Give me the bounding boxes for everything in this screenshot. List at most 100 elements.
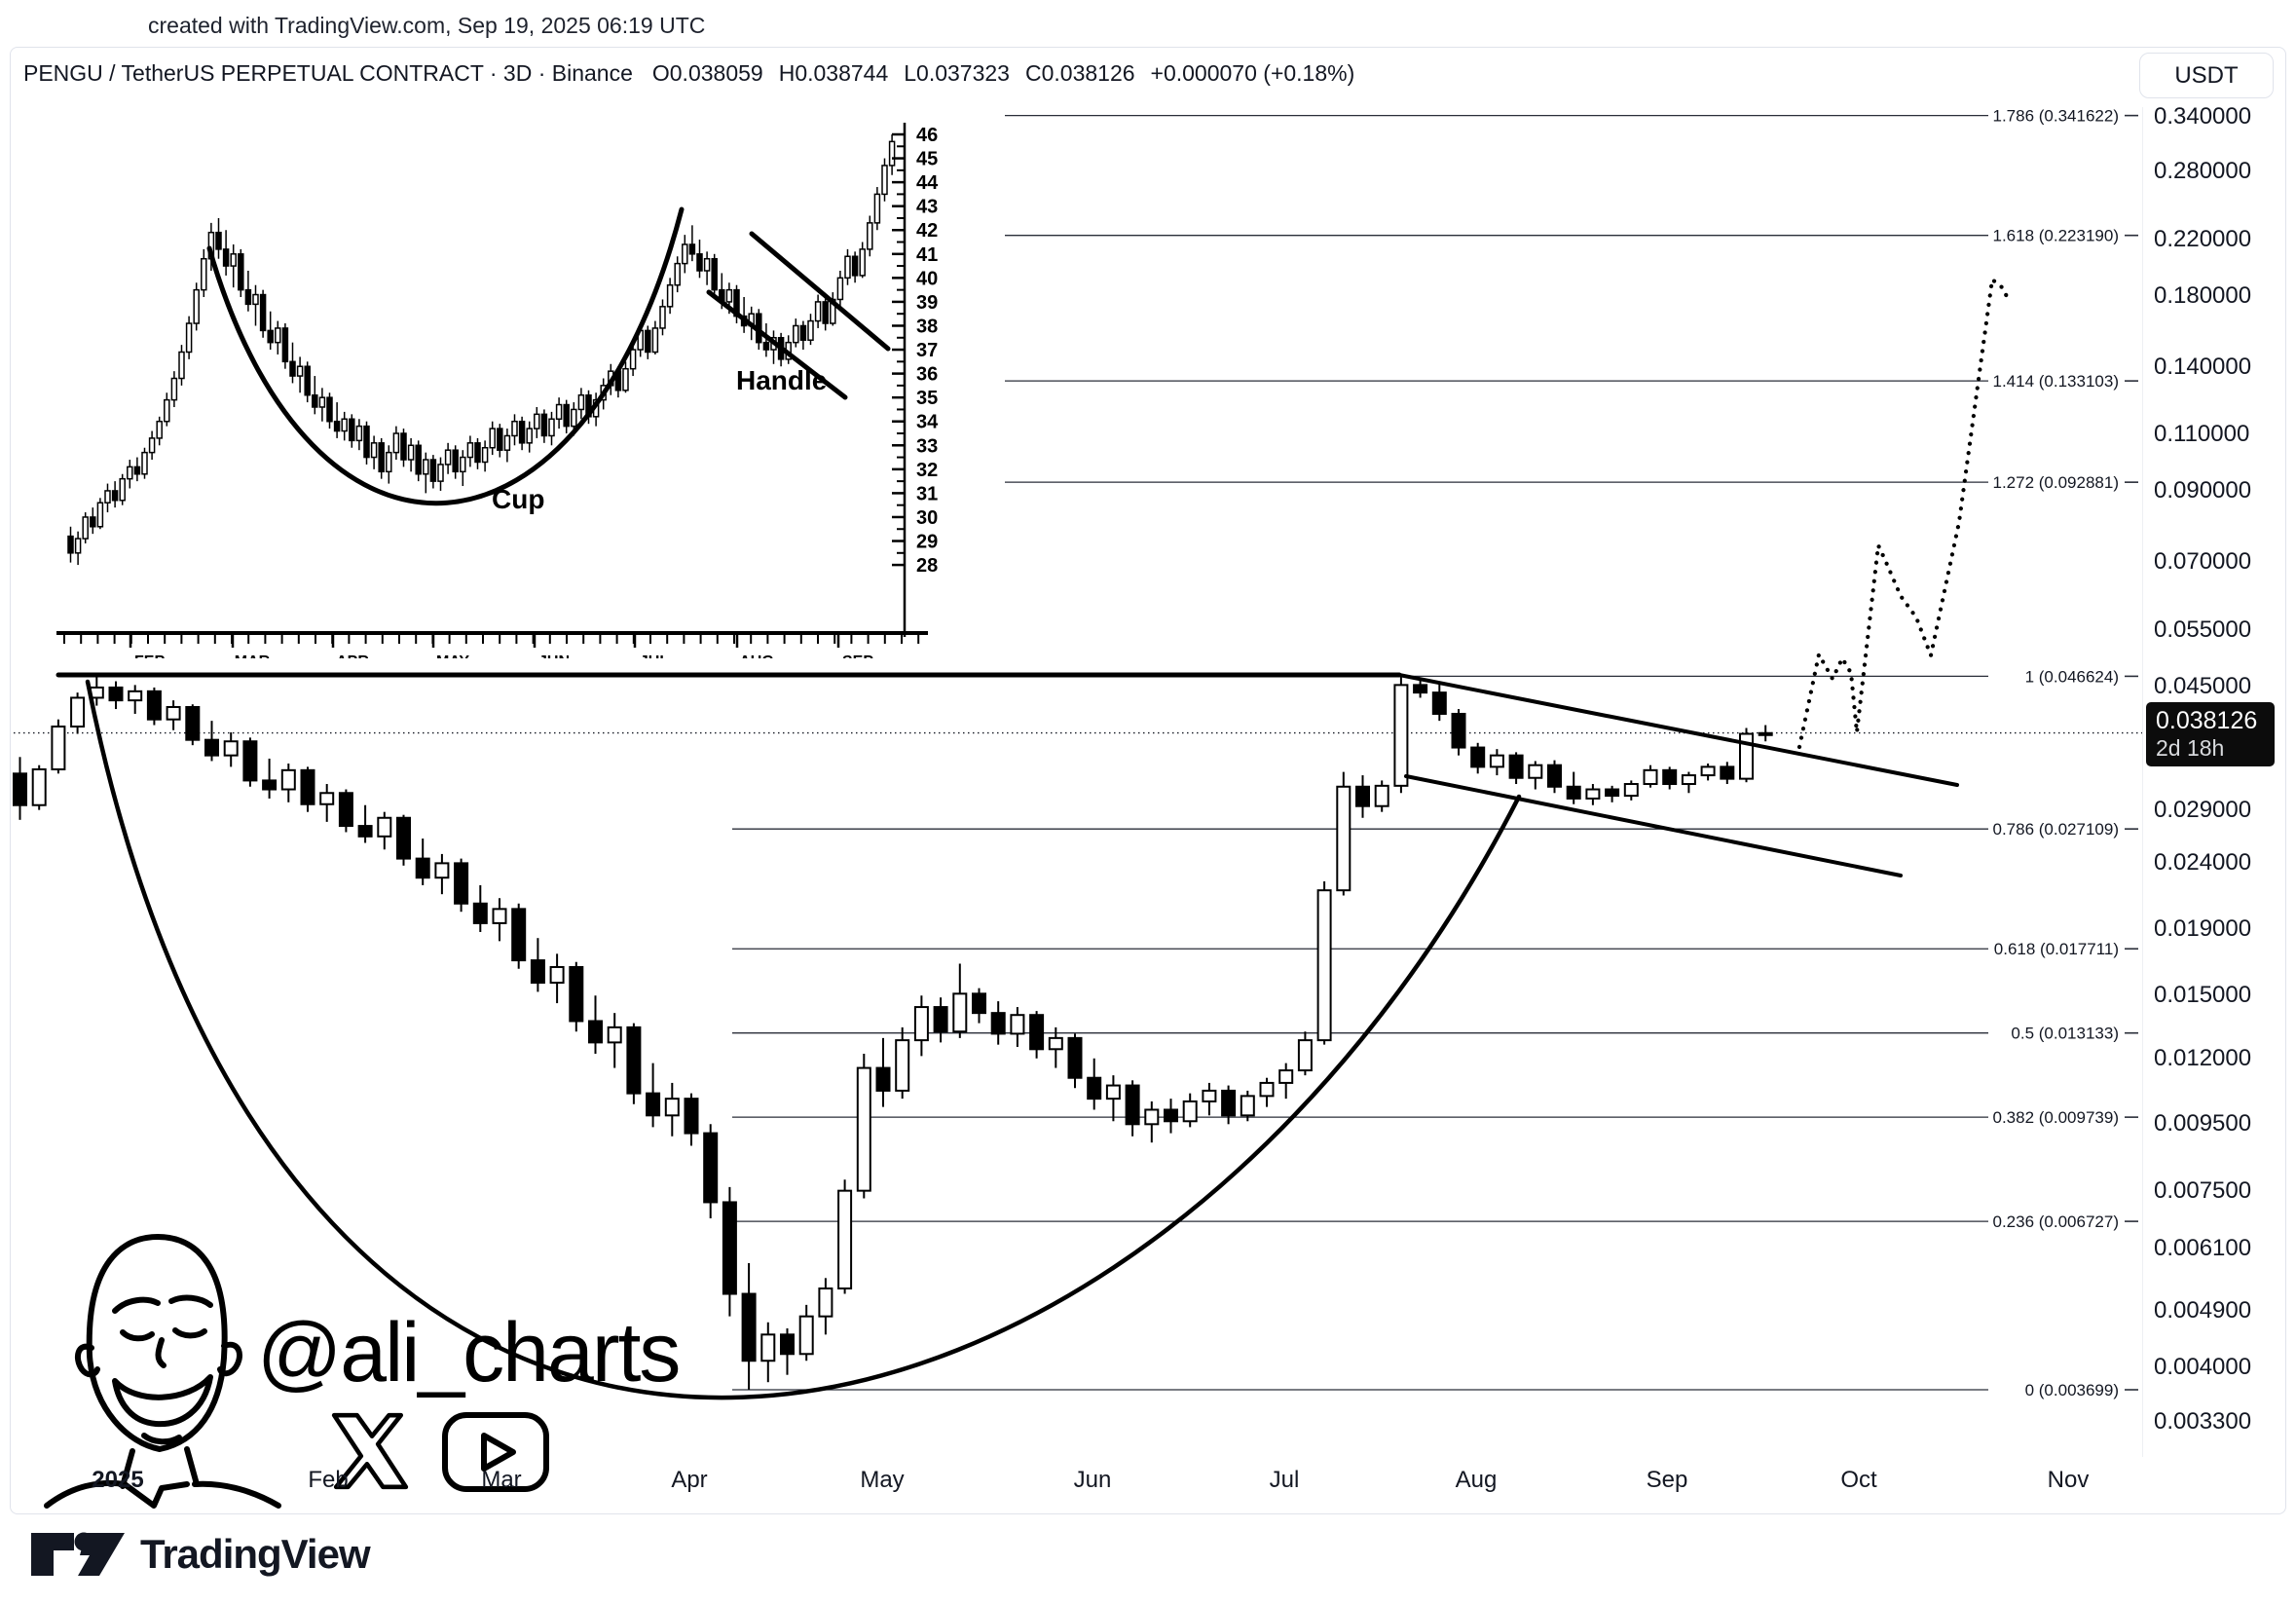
price-axis-label: 0.220000 [2154,225,2252,252]
inset-month-label: MAR [235,653,271,658]
fib-level-label: 0.236 (0.006727) [1993,1212,2120,1231]
inset-month-label: FEB [134,653,166,658]
inset-price-tick-label: 37 [916,340,938,361]
fib-level-label: 0.382 (0.009739) [1993,1108,2120,1127]
inset-month-label: JUL [640,653,669,658]
inset-price-tick-label: 36 [916,364,938,386]
inset-price-tick-label: 39 [916,292,938,314]
avatar [44,1234,281,1509]
time-axis-label: May [860,1467,905,1493]
price-axis-label: 0.006100 [2154,1235,2252,1262]
price-axis-label: 0.024000 [2154,849,2252,877]
cup-label: Cup [492,484,544,514]
fib-level-label: 1.414 (0.133103) [1993,372,2120,391]
inset-month-label: JUN [538,653,570,658]
inset-month-label: MAY [436,653,469,658]
tradingview-logo: TradingView [29,1531,371,1578]
inset-price-tick-label: 43 [916,197,938,218]
price-axis-label: 0.015000 [2154,982,2252,1009]
price-axis-label: 0.180000 [2154,281,2252,309]
price-axis-label: 0.019000 [2154,914,2252,942]
currency-toggle-button[interactable]: USDT [2139,53,2274,98]
inset-price-tick-label: 31 [916,483,938,504]
ohlc-values: O0.038059 H0.038744 L0.037323 C0.038126 +0.0… [652,60,1370,86]
price-axis-label: 0.004900 [2154,1296,2252,1324]
ohlc-c: C0.038126 [1024,60,1135,86]
inset-price-tick-label: 40 [916,268,938,289]
time-axis[interactable]: 2025 Feb Mar Apr May Jun Jul Aug Sep Oct Nov [0,1451,2296,1511]
x-icon [331,1412,409,1490]
inset-price-tick-label: 42 [916,220,938,242]
tradingview-brand-text: TradingView [140,1531,371,1577]
handle-label: Handle [736,365,827,395]
price-axis[interactable]: 0.340000 0.280000 0.220000 0.180000 0.140000… [2142,101,2284,1512]
tradingview-mark-icon [31,1532,125,1576]
inset-price-tick-label: 29 [916,532,938,553]
inset-price-tick-label: 45 [916,149,938,170]
time-axis-label: Oct [1840,1467,1877,1493]
ohlc-o: O0.038059 [651,60,763,86]
cup-and-handle-drawing [56,672,1959,1400]
price-axis-label: 0.055000 [2154,615,2252,643]
time-axis-label: 2025 [92,1467,144,1493]
price-axis-separator [2142,107,2143,1457]
price-axis-label: 0.070000 [2154,547,2252,575]
inset-price-tick-label: 35 [916,388,938,409]
inset-month-label: APR [336,653,369,658]
price-axis-label: 0.140000 [2154,353,2252,380]
inset-price-tick-label: 33 [916,435,938,457]
ohlc-l: L0.037323 [904,60,1010,86]
time-axis-label: Nov [2047,1467,2090,1493]
price-axis-label: 0.012000 [2154,1044,2252,1071]
fib-level-label: 0.618 (0.017711) [1994,940,2119,958]
fib-level-label: 1.272 (0.092881) [1993,473,2120,492]
last-price-value: 0.038126 [2156,707,2258,734]
last-price-badge: 0.038126 2d 18h [2146,702,2275,766]
price-axis-label: 0.045000 [2154,672,2252,699]
ohlc-h: H0.038744 [778,60,889,86]
symbol-description: PENGU / TetherUS PERPETUAL CONTRACT · 3D… [23,60,633,86]
youtube-icon [442,1412,549,1492]
inset-month-label: SEP [842,653,873,658]
price-axis-label: 0.003300 [2154,1407,2252,1435]
inset-price-tick-label: 38 [916,316,938,337]
time-axis-label: Feb [308,1467,349,1493]
time-axis-label: Jul [1269,1467,1300,1493]
price-axis-label: 0.009500 [2154,1110,2252,1138]
price-axis-label: 0.029000 [2154,796,2252,823]
fib-level-label: 1 (0.046624) [2025,667,2119,686]
price-axis-label: 0.004000 [2154,1354,2252,1381]
inset-pattern-drawing [206,206,891,506]
fib-level-label: 0.786 (0.027109) [1993,820,2120,839]
fib-level-label: 0 (0.003699) [2025,1381,2119,1399]
fib-level-label: 0.5 (0.013133) [2011,1025,2119,1043]
fib-level-label: 1.618 (0.223190) [1993,227,2120,245]
inset-price-tick-label: 30 [916,507,938,529]
inset-price-tick-label: 44 [916,172,939,194]
inset-price-tick-label: 28 [916,555,938,577]
change-value: +0.000070 (+0.18%) [1150,60,1355,86]
symbol-title: PENGU / TetherUS PERPETUAL CONTRACT · 3D… [23,60,1370,87]
fib-level-label: 1.786 (0.341622) [1993,107,2120,126]
price-axis-label: 0.090000 [2154,477,2252,504]
time-axis-label: Jun [1073,1467,1112,1493]
projected-path [1796,277,2013,750]
inset-price-tick-label: 46 [916,125,938,146]
inset-candlestick-series [67,134,896,566]
price-axis-label: 0.280000 [2154,158,2252,185]
time-axis-label: Mar [481,1467,522,1493]
main-candlestick-series [13,676,1773,1390]
time-axis-label: Apr [671,1467,708,1493]
inset-price-tick-label: 32 [916,460,938,481]
price-axis-label: 0.340000 [2154,103,2252,130]
inset-price-tick-label: 41 [916,244,938,266]
inset-price-tick-label: 34 [916,412,939,433]
price-axis-label: 0.007500 [2154,1176,2252,1204]
price-axis-label: 0.110000 [2154,421,2250,448]
bar-countdown: 2d 18h [2156,735,2225,761]
time-axis-label: Aug [1455,1467,1498,1493]
credit-text: created with TradingView.com, Sep 19, 20… [148,13,706,38]
